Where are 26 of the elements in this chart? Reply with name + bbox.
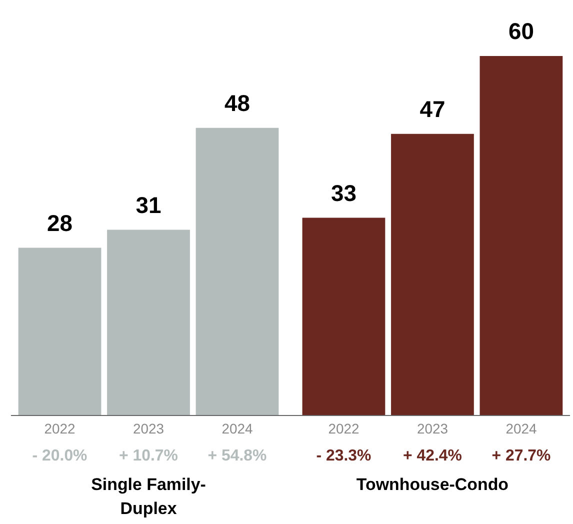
x-tick-label: 2023: [133, 420, 164, 436]
text: + 54.8%: [208, 447, 267, 464]
text: + 10.7%: [119, 447, 178, 464]
text: - 20.0%: [32, 447, 88, 464]
x-tick-label: 2022: [328, 420, 360, 436]
data-label: 28: [47, 210, 73, 236]
text: - 23.3%: [316, 447, 372, 464]
bar: [480, 56, 563, 416]
text: + 27.7%: [492, 447, 551, 464]
x-tick-label: 2023: [416, 420, 448, 436]
data-label: 33: [330, 180, 356, 206]
data-label: 31: [136, 192, 162, 218]
x-tick-label: 2022: [44, 420, 76, 436]
text: + 42.4%: [403, 447, 462, 464]
bar: [18, 248, 102, 416]
x-tick-label: 2024: [506, 420, 537, 436]
bar: [391, 134, 474, 416]
bar: [196, 128, 279, 416]
data-label: 48: [224, 90, 250, 116]
x-tick-label: 2024: [222, 420, 253, 436]
data-label: 60: [508, 18, 534, 44]
bar: [107, 230, 190, 416]
bar: [302, 218, 386, 416]
text: Townhouse-Condo: [356, 475, 509, 494]
text: Single Family-Duplex: [91, 475, 206, 518]
data-label: 47: [420, 96, 446, 122]
